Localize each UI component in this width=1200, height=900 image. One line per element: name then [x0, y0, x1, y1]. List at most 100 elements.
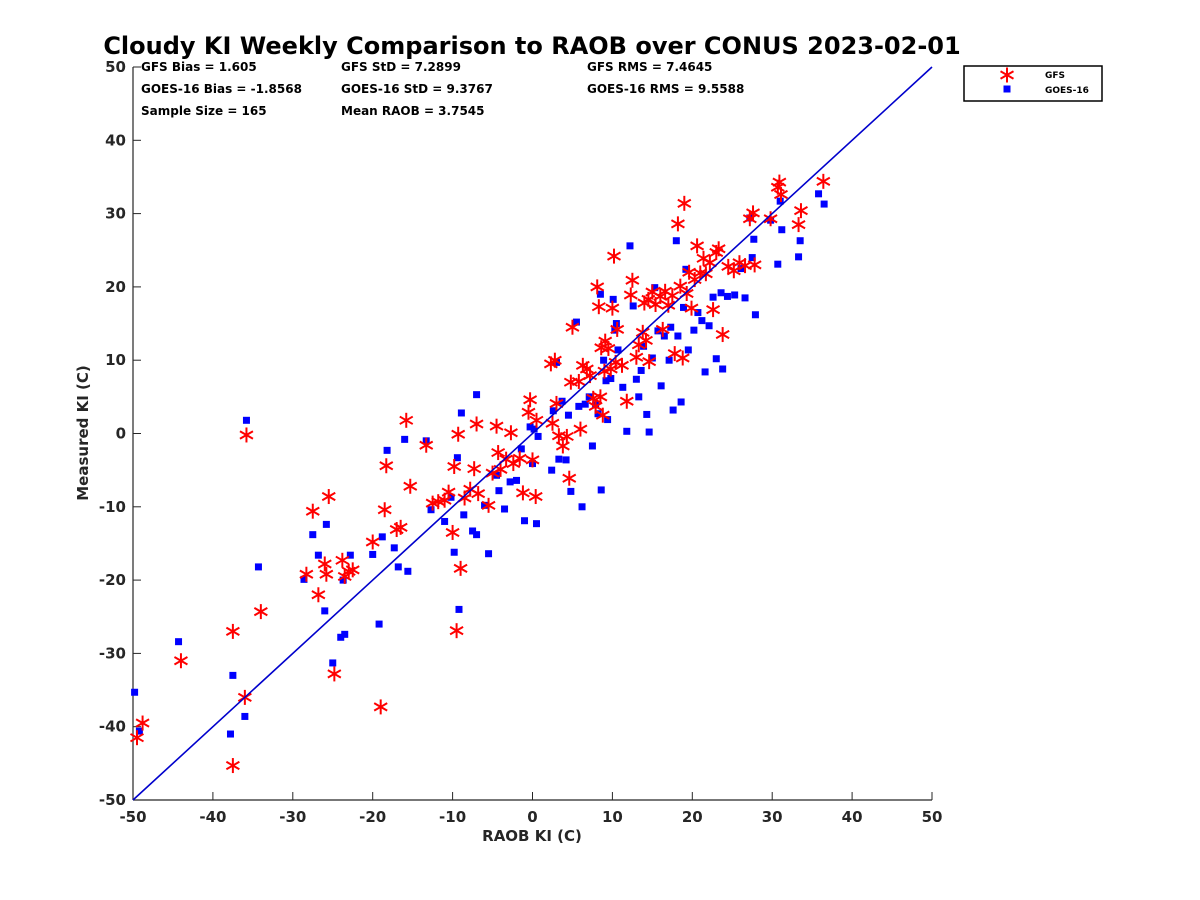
goes16-point	[567, 487, 575, 495]
gfs-point	[747, 257, 762, 273]
stat-mean-raob: Mean RAOB = 3.7545	[341, 104, 485, 118]
goes16-point	[660, 332, 668, 340]
goes16-point	[404, 567, 412, 575]
y-axis: -50 -40 -30 -20 -10 0 10 20 30 40 50	[99, 58, 141, 809]
gfs-point	[515, 485, 530, 501]
goes16-point	[672, 237, 680, 245]
gfs-point	[571, 373, 586, 389]
goes16-point	[632, 375, 640, 383]
gfs-point	[373, 699, 388, 715]
goes16-point	[453, 454, 461, 462]
gfs-point	[453, 560, 468, 576]
goes16-point	[581, 400, 589, 408]
goes16-point	[575, 402, 583, 410]
gfs-point	[379, 458, 394, 474]
goes16-point	[594, 410, 602, 418]
gfs-point	[365, 534, 380, 550]
goes16-point	[473, 531, 481, 539]
goes16-point	[460, 511, 468, 519]
gfs-point	[299, 566, 314, 582]
gfs-point	[763, 211, 778, 227]
gfs-point	[528, 489, 543, 505]
gfs-point	[506, 456, 521, 472]
gfs-point	[419, 437, 434, 453]
goes16-point	[623, 427, 631, 435]
gfs-point	[721, 258, 736, 274]
gfs-point	[690, 238, 705, 254]
goes16-point	[321, 607, 329, 615]
goes16-point	[588, 442, 596, 450]
gfs-point	[319, 566, 334, 582]
legend-gfs-label: GFS	[1045, 71, 1065, 81]
y-tick-label: -50	[99, 791, 126, 809]
goes16-point	[645, 428, 653, 436]
gfs-point	[642, 354, 657, 370]
goes16-point	[564, 411, 572, 419]
gfs-point	[449, 623, 464, 639]
goes16-point	[495, 487, 503, 495]
goes16-point	[455, 605, 463, 613]
goes16-point	[677, 398, 685, 406]
goes16-point	[339, 576, 347, 584]
goes16-point	[481, 501, 489, 509]
goes16-point	[643, 410, 651, 418]
gfs-point	[129, 730, 144, 746]
goes16-point	[309, 531, 317, 539]
stat-goes16-std: GOES-16 StD = 9.3767	[341, 82, 493, 96]
legend-goes16-label: GOES-16	[1045, 86, 1089, 96]
x-axis-label: RAOB KI (C)	[482, 827, 582, 845]
goes16-point	[684, 346, 692, 354]
gfs-point	[305, 503, 320, 519]
x-axis: -50 -40 -30 -20 -10 0 10 20 30 40 50	[119, 792, 942, 826]
goes16-point	[552, 358, 560, 366]
x-tick-label: -40	[199, 808, 226, 826]
goes16-point	[654, 327, 662, 335]
legend-gfs-asterisk	[1000, 67, 1014, 83]
goes16-point	[322, 520, 330, 528]
gfs-point	[512, 450, 527, 466]
goes16-point	[337, 633, 345, 641]
stat-gfs-bias: GFS Bias = 1.605	[141, 60, 257, 74]
gfs-point	[665, 288, 680, 304]
y-tick-label: -40	[99, 718, 126, 736]
goes16-point	[390, 544, 398, 552]
gfs-point	[562, 470, 577, 486]
gfs-point	[563, 374, 578, 390]
gfs-point	[489, 418, 504, 434]
gfs-point	[702, 255, 717, 271]
stat-gfs-rms: GFS RMS = 7.4645	[587, 60, 712, 74]
gfs-point	[772, 174, 787, 190]
x-tick-label: -30	[279, 808, 306, 826]
goes16-point	[548, 466, 556, 474]
gfs-point	[591, 299, 606, 315]
gfs-point	[670, 216, 685, 232]
gfs-point	[469, 416, 484, 432]
goes16-point	[346, 551, 354, 559]
goes16-point	[254, 563, 262, 571]
gfs-point	[629, 349, 644, 365]
goes16-point	[609, 295, 617, 303]
goes16-point	[135, 727, 143, 735]
gfs-point	[441, 484, 456, 500]
goes16-point	[506, 478, 514, 486]
goes16-point	[640, 342, 648, 350]
x-tick-label: 50	[922, 808, 943, 826]
goes16-point	[731, 291, 739, 299]
y-tick-label: 40	[105, 131, 126, 149]
goes16-point	[667, 323, 675, 331]
y-tick-label: 30	[105, 205, 126, 223]
goes16-point	[604, 416, 612, 424]
gfs-point	[335, 552, 350, 568]
goes16-point	[457, 409, 465, 417]
goes16-point	[651, 284, 659, 292]
gfs-point	[451, 426, 466, 442]
gfs-point	[816, 173, 831, 189]
y-tick-label: -20	[99, 571, 126, 589]
gfs-point	[559, 428, 574, 444]
goes16-point	[501, 505, 509, 513]
goes16-point	[619, 383, 627, 391]
goes16-point	[450, 548, 458, 556]
stat-goes16-rms: GOES-16 RMS = 9.5588	[587, 82, 744, 96]
goes16-point	[796, 237, 804, 245]
